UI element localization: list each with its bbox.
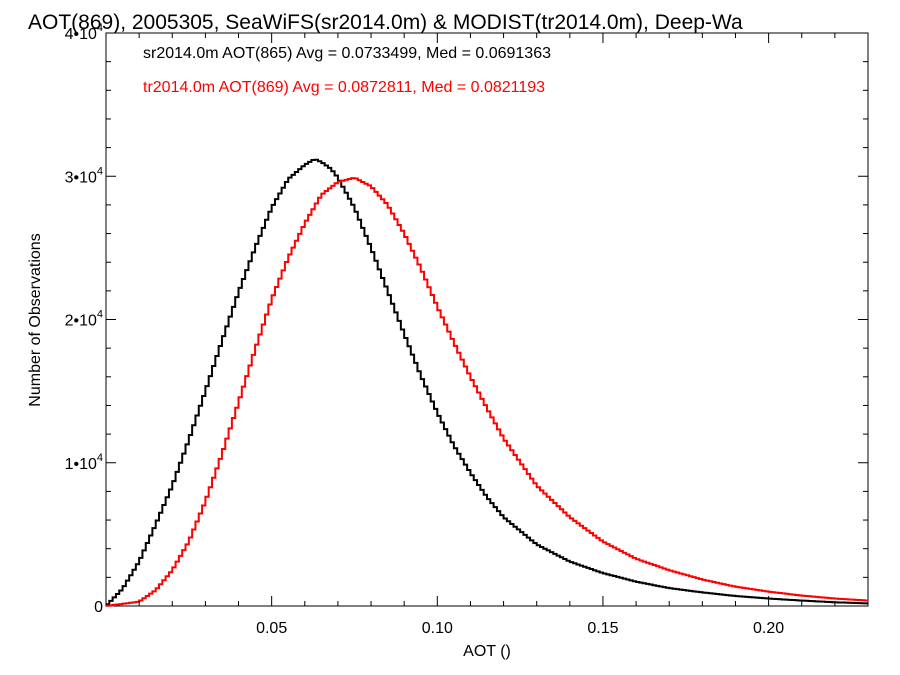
y-tick-label: 4•104 [65, 22, 103, 43]
y-axis-label: Number of Observations [27, 233, 44, 406]
x-tick-label: 0.05 [256, 620, 287, 637]
y-tick-label: 3•104 [65, 165, 103, 186]
annotation-tr2014-stats: tr2014.0m AOT(869) Avg = 0.0872811, Med … [143, 79, 545, 96]
x-tick-label: 0.15 [587, 620, 618, 637]
y-tick-label: 0 [94, 599, 103, 616]
y-tick-label: 1•104 [65, 452, 103, 473]
annotation-sr2014-stats: sr2014.0m AOT(865) Avg = 0.0733499, Med … [143, 45, 551, 62]
x-axis-label: AOT () [463, 643, 511, 660]
series-1-step-line [106, 177, 868, 607]
x-axis-ticks: 0.05 0.10 0.15 0.20 [138, 33, 836, 637]
plot-frame [105, 32, 869, 607]
series-0-step-line [106, 158, 868, 606]
x-tick-label: 0.20 [753, 620, 784, 637]
y-tick-label: 2•104 [65, 309, 103, 330]
y-axis-ticks: 0 1•104 2•104 3•104 4•104 [65, 22, 868, 616]
series-layer [106, 158, 868, 607]
x-tick-label: 0.10 [422, 620, 453, 637]
chart-title: AOT(869), 2005305, SeaWiFS(sr2014.0m) & … [28, 11, 743, 34]
